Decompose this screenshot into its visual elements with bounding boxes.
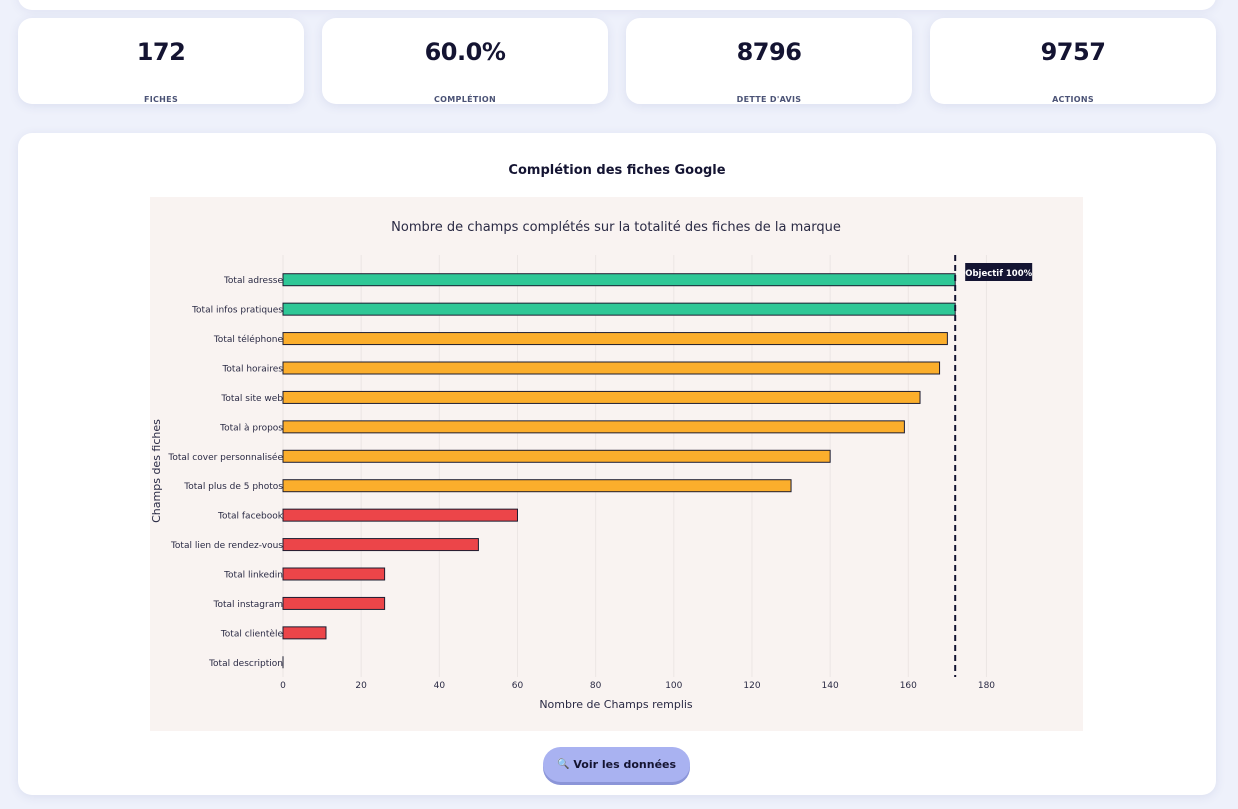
search-icon: 🔍 <box>556 759 570 770</box>
category-label: Total plus de 5 photos <box>183 482 283 492</box>
bar <box>282 273 956 287</box>
kpi-value: 9757 <box>1040 38 1106 66</box>
category-label: Total description <box>208 659 283 669</box>
bar <box>282 420 905 434</box>
x-tick-label: 0 <box>280 681 286 691</box>
x-tick-label: 100 <box>665 681 682 691</box>
x-tick-label: 20 <box>355 681 367 691</box>
kpi-value: 8796 <box>736 38 802 66</box>
category-label: Total linkedin <box>223 571 283 581</box>
kpi-value: 60.0% <box>424 38 506 66</box>
chart-title: Nombre de champs complétés sur la totali… <box>391 220 841 235</box>
category-label: Total facebook <box>217 512 284 522</box>
kpi-card-actions: 9757 ACTIONS <box>930 18 1216 104</box>
bar <box>282 567 386 581</box>
kpi-label: ACTIONS <box>1052 95 1094 104</box>
bar <box>282 596 386 610</box>
bar <box>282 361 941 375</box>
view-data-button-label: Voir les données <box>573 758 677 771</box>
x-tick-label: 160 <box>900 681 917 691</box>
kpi-value: 172 <box>136 38 186 66</box>
y-axis-title: Champs des fiches <box>150 419 163 523</box>
category-label: Total téléphone <box>213 334 284 345</box>
bar <box>282 302 956 316</box>
bar <box>282 390 921 404</box>
category-label: Total horaires <box>221 365 283 375</box>
category-label: Total lien de rendez-vous <box>170 541 283 551</box>
completion-bar-chart: Nombre de champs complétés sur la totali… <box>150 197 1083 731</box>
target-label-box <box>965 263 1033 281</box>
x-tick-label: 120 <box>743 681 760 691</box>
x-tick-label: 140 <box>822 681 839 691</box>
kpi-card-dette-avis: 8796 DETTE D'AVIS <box>626 18 912 104</box>
kpi-card-fiches: 172 FICHES <box>18 18 304 104</box>
x-axis-title: Nombre de Champs remplis <box>539 698 693 711</box>
x-tick-label: 80 <box>590 681 602 691</box>
bar <box>282 449 831 463</box>
top-panel-edge <box>18 0 1216 10</box>
kpi-label: COMPLÉTION <box>434 95 496 104</box>
x-tick-label: 40 <box>434 681 446 691</box>
bar <box>282 538 479 552</box>
category-label: Total adresse <box>223 276 284 286</box>
bar <box>282 626 327 640</box>
category-label: Total site web <box>220 394 283 404</box>
kpi-label: DETTE D'AVIS <box>736 95 802 104</box>
category-label: Total à propos <box>219 423 283 433</box>
card-title: Complétion des fiches Google <box>508 163 726 178</box>
bar <box>282 479 792 493</box>
bar <box>282 332 948 346</box>
kpi-label: FICHES <box>143 95 179 104</box>
x-tick-label: 60 <box>512 681 524 691</box>
category-label: Total cover personnalisée <box>167 452 283 463</box>
bar <box>282 508 518 522</box>
category-label: Total clientèle <box>220 628 284 639</box>
category-label: Total infos pratiques <box>191 306 283 316</box>
x-tick-label: 180 <box>978 681 995 691</box>
view-data-button[interactable]: 🔍 Voir les données <box>543 747 690 782</box>
target-label: Objectif 100% <box>965 269 1032 279</box>
category-label: Total instagram <box>212 600 283 610</box>
kpi-card-completion: 60.0% COMPLÉTION <box>322 18 608 104</box>
